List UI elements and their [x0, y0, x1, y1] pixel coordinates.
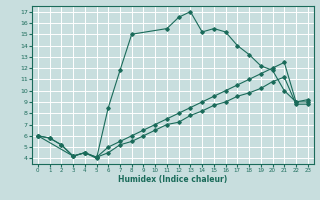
- X-axis label: Humidex (Indice chaleur): Humidex (Indice chaleur): [118, 175, 228, 184]
